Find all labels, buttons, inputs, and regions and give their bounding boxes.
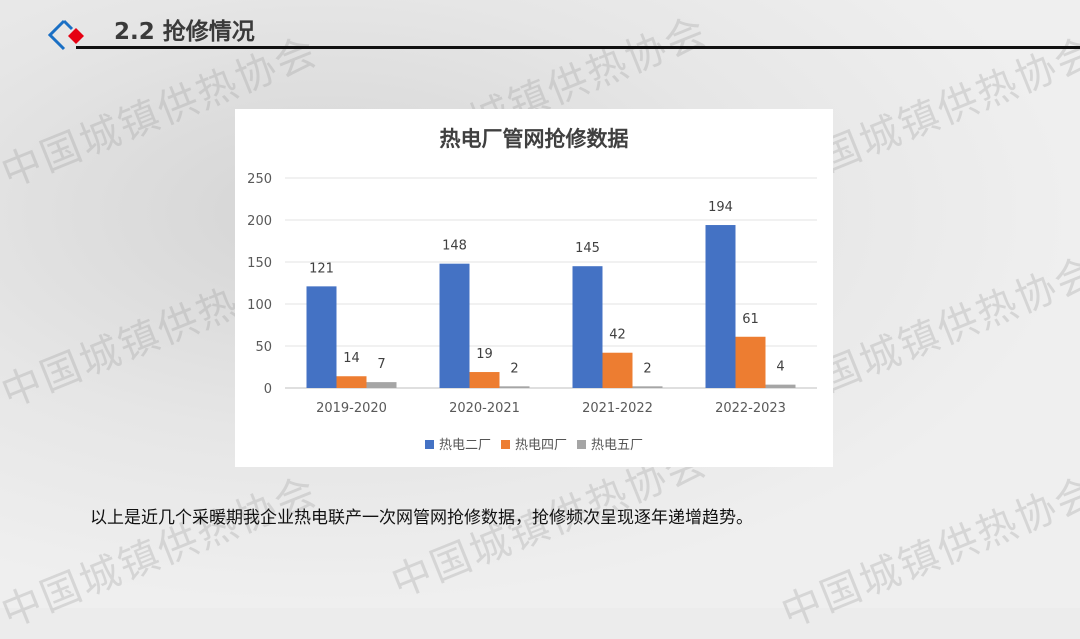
legend-item: 热电四厂 (500, 434, 567, 453)
bar (735, 336, 766, 388)
data-label: 145 (575, 241, 600, 256)
data-label: 61 (742, 312, 759, 327)
bar (336, 376, 367, 388)
data-label: 2 (643, 361, 651, 376)
data-label: 4 (776, 360, 784, 375)
bar (366, 382, 397, 388)
chart-plot: 0 50 100 150 200 250 2019-2020 121 14 7 2020-2021 1… (247, 172, 817, 416)
data-label: 121 (309, 261, 334, 276)
legend-swatch (500, 440, 510, 449)
legend-swatch (424, 440, 434, 449)
data-label: 42 (609, 328, 626, 343)
bar (469, 372, 500, 388)
y-tick-label: 100 (247, 298, 272, 313)
legend-item: 热电五厂 (577, 434, 643, 453)
bar (705, 225, 736, 388)
y-tick-label: 250 (247, 172, 272, 187)
bar (572, 266, 603, 388)
x-tick-label: 2019-2020 (316, 401, 387, 416)
bar (306, 286, 337, 388)
legend-swatch (577, 440, 586, 449)
data-label: 194 (708, 200, 733, 215)
x-tick-label: 2021-2022 (582, 401, 653, 416)
caption-text: 以上是近几个采暖期我企业热电联产一次网管网抢修数据，抢修频次呈现逐年递增趋势。 (90, 508, 753, 528)
logo-icon (47, 19, 84, 51)
bar (602, 352, 633, 388)
chart-title: 热电厂管网抢修数据 (439, 127, 629, 151)
data-label: 19 (476, 347, 493, 362)
x-tick-label: 2022-2023 (715, 401, 786, 416)
legend-item: 热电二厂 (424, 434, 491, 453)
title-divider (76, 46, 1080, 49)
legend-label: 热电二厂 (438, 438, 491, 453)
bar (499, 386, 530, 388)
y-tick-label: 50 (255, 340, 272, 355)
legend-label: 热电四厂 (514, 438, 567, 453)
y-tick-label: 0 (264, 382, 272, 397)
chart: 热电厂管网抢修数据 0 50 100 150 200 250 2019-2020 121 14 7… (235, 109, 833, 467)
data-label: 148 (442, 239, 467, 254)
y-tick-label: 200 (247, 214, 272, 229)
bar (439, 263, 470, 388)
chart-legend: 热电二厂 热电四厂 热电五厂 (235, 434, 833, 453)
data-label: 14 (343, 351, 360, 366)
data-label: 2 (510, 361, 518, 376)
bar (632, 386, 663, 388)
y-tick-label: 150 (247, 256, 272, 271)
page-title: 2.2 抢修情况 (114, 19, 255, 45)
data-label: 7 (377, 357, 385, 372)
legend-label: 热电五厂 (591, 438, 644, 453)
x-tick-label: 2020-2021 (449, 401, 520, 416)
bar (765, 384, 796, 388)
